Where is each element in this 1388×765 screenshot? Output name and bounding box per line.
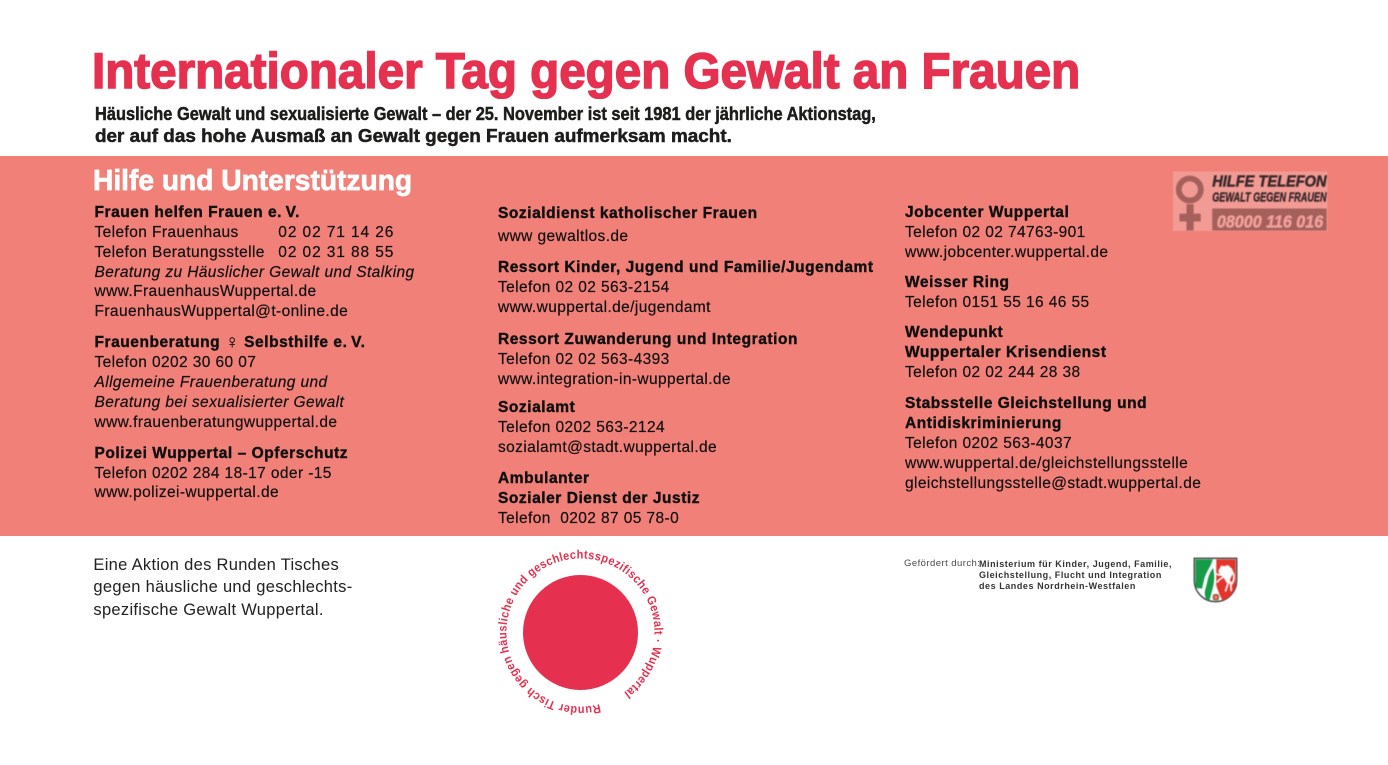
svg-text:08000 116 016: 08000 116 016 (1217, 211, 1324, 231)
svg-text:HILFE TELEFON: HILFE TELEFON (1212, 173, 1327, 190)
svg-text:GEWALT GEGEN FRAUEN: GEWALT GEGEN FRAUEN (1212, 190, 1327, 204)
